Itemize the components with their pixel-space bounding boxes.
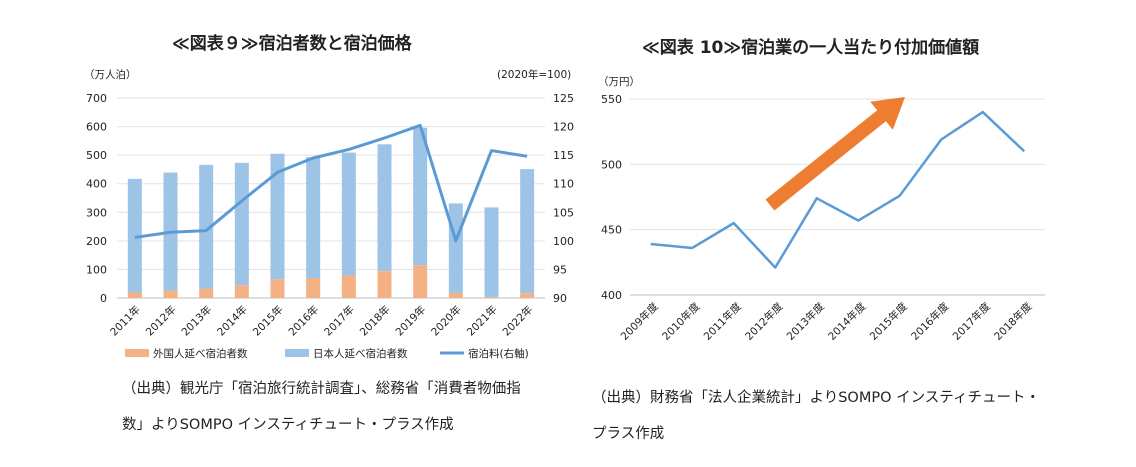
chart1-plot: 0 100 200 300 400 500 600 700 90 95 100 105 110 115 1…	[86, 92, 574, 360]
chart1-x-tick-label: 2018年	[357, 303, 393, 339]
chart1-bar-foreign	[306, 278, 321, 298]
chart2-x-axis-labels: 2009年度 2010年度 2011年度 2012年度 2013年度 2014年度 2015…	[618, 300, 1035, 343]
chart1-right-tick-label: 95	[553, 263, 567, 276]
chart1-left-tick-label: 400	[86, 178, 107, 191]
chart1-bar-foreign	[520, 293, 535, 298]
chart1-right-tick-label: 90	[553, 292, 567, 305]
chart1-right-unit: (2020年=100)	[497, 69, 572, 81]
chart2-title: ≪図表 10≫宿泊業の一人当たり付加価値額	[642, 38, 980, 58]
chart1-bar-japanese	[448, 203, 463, 293]
chart1-left-tick-label: 300	[86, 206, 107, 219]
chart2-x-tick-label: 2018年度	[991, 300, 1034, 343]
chart1-right-axis-labels: 90 95 100 105 110 115 120 125	[553, 92, 574, 305]
chart2-x-tick-label: 2016年度	[908, 300, 951, 343]
chart2-tick-label: 500	[601, 158, 622, 171]
chart2-line-path	[650, 110, 1026, 269]
chart1-right-tick-label: 105	[553, 206, 574, 219]
chart2-x-tick-label: 2017年度	[950, 300, 993, 343]
chart2-x-tick-label: 2014年度	[825, 300, 868, 343]
chart1-left-tick-label: 700	[86, 92, 107, 105]
chart1-bar-foreign	[127, 292, 142, 298]
chart1-bar-japanese	[127, 178, 142, 293]
chart1-bar-japanese	[306, 157, 321, 278]
chart2-x-tick-label: 2011年度	[701, 300, 744, 343]
chart1-x-tick-label: 2013年	[179, 303, 215, 339]
chart1-bar-japanese	[377, 144, 392, 272]
chart2-tick-label: 550	[601, 93, 622, 106]
chart1-left-tick-label: 0	[100, 292, 107, 305]
chart1-x-tick-label: 2019年	[393, 303, 429, 339]
chart1-bar-foreign	[199, 288, 214, 298]
chart1-bar-japanese	[484, 207, 499, 297]
chart1-bar-japanese	[413, 127, 428, 266]
chart2-trend-arrow	[765, 97, 905, 211]
chart2-arrow-shape	[765, 97, 905, 211]
chart1-legend-swatch	[285, 349, 309, 357]
chart1-right-tick-label: 110	[553, 178, 574, 191]
chart1-x-tick-label: 2012年	[143, 303, 179, 339]
chart2-source-line2: プラス作成	[592, 426, 665, 442]
chart1-bar-japanese	[199, 164, 214, 289]
chart1-bar-foreign	[448, 292, 463, 298]
chart1-left-unit: （万人泊）	[84, 69, 137, 81]
chart1-bar-japanese	[234, 162, 249, 286]
chart1-x-axis-labels: 2011年 2012年 2013年 2014年 2015年 2016年 2017年 2018年…	[107, 303, 535, 339]
chart1-x-tick-label: 2016年	[286, 303, 322, 339]
chart1-x-tick-label: 2011年	[107, 303, 143, 339]
chart1-price-line	[134, 123, 528, 243]
chart1-bar-foreign	[270, 279, 285, 298]
chart1-left-tick-label: 500	[86, 149, 107, 162]
chart1-x-tick-label: 2014年	[214, 303, 250, 339]
chart1-legend-label: 日本人延べ宿泊者数	[313, 347, 408, 360]
chart1-price-line-path	[134, 123, 528, 243]
chart1-right-tick-label: 120	[553, 121, 574, 134]
chart2-gridlines	[630, 98, 1045, 296]
chart1-legend-label: 宿泊料(右軸)	[468, 347, 529, 360]
chart1-bar-foreign	[163, 290, 178, 298]
chart1-source-line1: （出典）観光庁「宿泊旅行統計調査」、総務省「消費者物価指	[122, 381, 521, 397]
chart2-x-tick-label: 2015年度	[867, 300, 910, 343]
chart1-left-tick-label: 600	[86, 121, 107, 134]
chart1-right-tick-label: 100	[553, 235, 574, 248]
chart2-source-line1: （出典）財務省「法人企業統計」よりSOMPO インスティチュート・	[592, 390, 1040, 406]
chart1-left-axis-labels: 0 100 200 300 400 500 600 700	[86, 92, 107, 305]
chart1-gridlines	[117, 97, 545, 299]
chart1-bar-japanese	[270, 153, 285, 280]
chart1-x-tick-label: 2017年	[321, 303, 357, 339]
chart1-bar-japanese	[520, 169, 535, 294]
chart2-left-unit: （万円）	[598, 76, 640, 88]
chart2-tick-label: 450	[601, 224, 622, 237]
chart1-right-tick-label: 125	[553, 92, 574, 105]
chart1-legend-swatch	[125, 349, 149, 357]
chart2-value-line	[650, 110, 1026, 269]
chart1-x-tick-label: 2021年	[464, 303, 500, 339]
chart1-bar-foreign	[234, 285, 249, 298]
chart1-bar-foreign	[341, 275, 356, 298]
chart1-source-line2: 数」よりSOMPO インスティチュート・プラス作成	[122, 417, 454, 433]
chart2-x-tick-label: 2012年度	[742, 300, 785, 343]
chart1-bars	[127, 127, 535, 298]
chart1-right-tick-label: 115	[553, 149, 574, 162]
chart2-x-tick-label: 2010年度	[659, 300, 702, 343]
chart1-title: ≪図表９≫宿泊者数と宿泊価格	[172, 34, 412, 54]
chart1-bar-foreign	[377, 271, 392, 298]
chart1-bar-foreign	[413, 265, 428, 298]
chart1-legend: 外国人延べ宿泊者数 日本人延べ宿泊者数 宿泊料(右軸)	[125, 347, 529, 360]
chart1-bar-foreign	[484, 296, 499, 298]
chart1-x-tick-label: 2020年	[428, 303, 464, 339]
chart2-x-tick-label: 2009年度	[618, 300, 661, 343]
chart1-left-tick-label: 200	[86, 235, 107, 248]
chart2-tick-label: 400	[601, 289, 622, 302]
chart2-y-axis-labels: 400 450 500 550	[601, 93, 622, 302]
chart1-bar-japanese	[341, 152, 356, 276]
chart1-x-tick-label: 2022年	[500, 303, 536, 339]
chart2-x-tick-label: 2013年度	[784, 300, 827, 343]
chart1-x-tick-label: 2015年	[250, 303, 286, 339]
chart1-legend-label: 外国人延べ宿泊者数	[153, 347, 248, 360]
chart1-left-tick-label: 100	[86, 263, 107, 276]
